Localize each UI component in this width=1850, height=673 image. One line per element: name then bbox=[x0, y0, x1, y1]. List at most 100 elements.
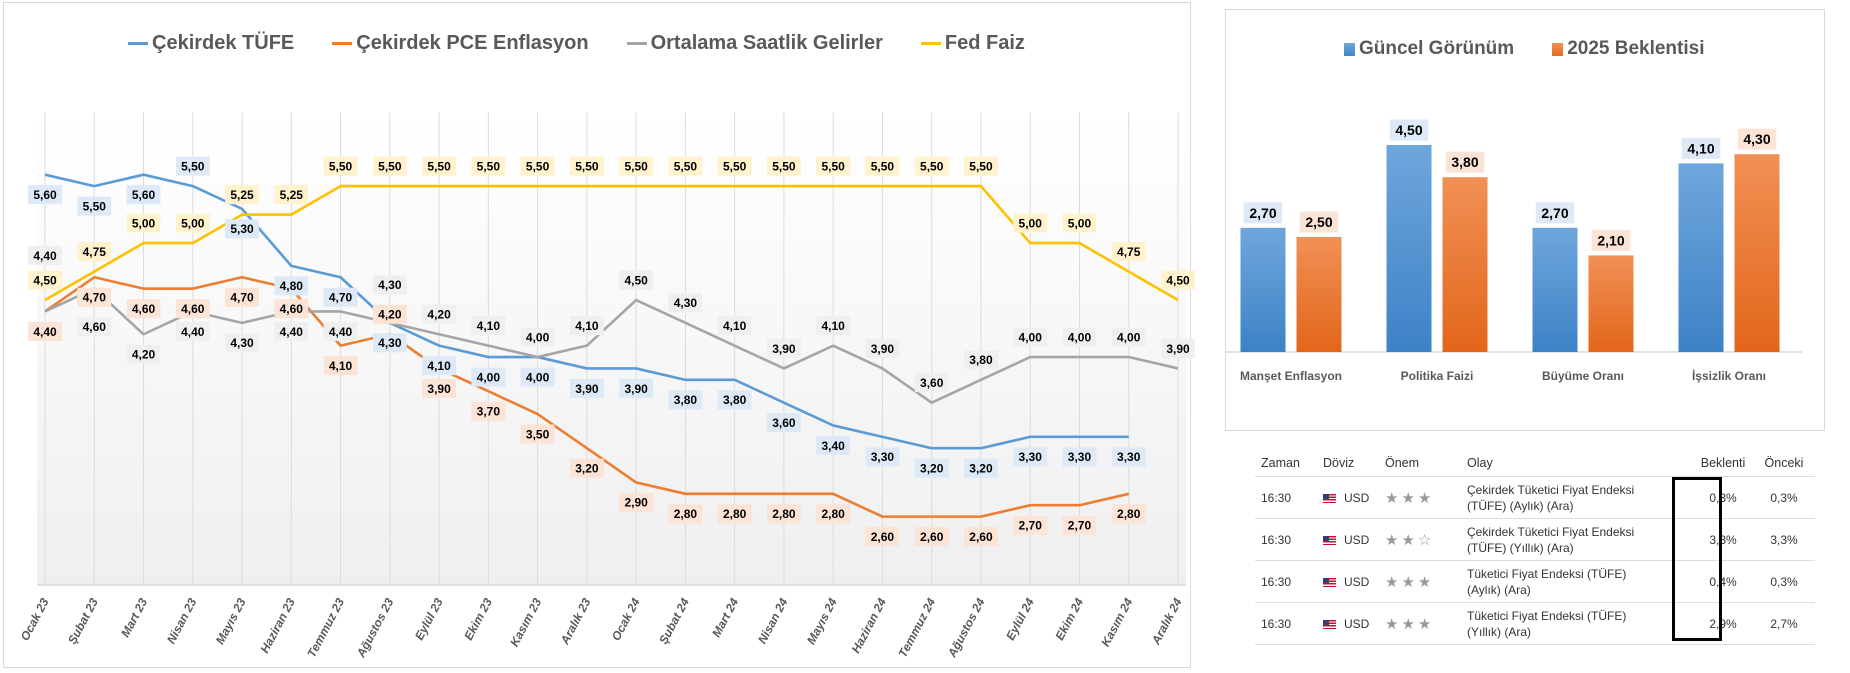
event-cell[interactable]: Tüketici Fiyat Endeksi (TÜFE) (Yıllık) (A… bbox=[1461, 602, 1693, 645]
data-label: 4,30 bbox=[378, 278, 402, 292]
data-label: 4,50 bbox=[1166, 273, 1190, 287]
legend-item-cekirdek-tufe: Çekirdek TÜFE bbox=[128, 32, 294, 55]
data-label-bg bbox=[816, 435, 851, 455]
data-label-bg bbox=[1013, 515, 1048, 535]
table-row[interactable]: 16:30 USD ★★☆ Çekirdek Tüketici Fiyat En… bbox=[1255, 518, 1815, 561]
importance-stars-icon: ★★★ bbox=[1385, 573, 1435, 591]
data-label: 4,40 bbox=[280, 325, 304, 339]
legend-swatch bbox=[626, 42, 647, 45]
event-line: Tüketici Fiyat Endeksi (TÜFE) bbox=[1467, 566, 1627, 581]
data-label-bg bbox=[225, 333, 259, 353]
data-label: 4,00 bbox=[526, 330, 550, 344]
data-label: 3,90 bbox=[575, 382, 599, 396]
data-label: 5,60 bbox=[33, 188, 57, 202]
data-label: 4,30 bbox=[674, 296, 698, 310]
data-label-bg bbox=[520, 367, 555, 387]
data-label-bg bbox=[569, 458, 604, 478]
currency-label: USD bbox=[1344, 490, 1370, 505]
data-label-bg bbox=[1062, 327, 1097, 347]
data-label-bg bbox=[865, 527, 900, 547]
event-cell[interactable]: Çekirdek Tüketici Fiyat Endeksi (TÜFE) (A… bbox=[1461, 476, 1693, 519]
data-label: 4,75 bbox=[1117, 245, 1141, 259]
legend-label: 2025 Beklentisi bbox=[1567, 38, 1705, 59]
forecast-cell: 0,3% bbox=[1693, 476, 1753, 519]
data-label-bg bbox=[225, 219, 259, 239]
x-tick-label: Mayıs 23 bbox=[213, 596, 249, 647]
data-label: 3,30 bbox=[871, 450, 895, 464]
data-label: 3,60 bbox=[772, 416, 796, 430]
data-label: 2,80 bbox=[821, 507, 845, 521]
importance-stars-icon: ★★☆ bbox=[1385, 531, 1435, 549]
data-label: 4,60 bbox=[181, 302, 205, 316]
data-label: 4,00 bbox=[477, 370, 501, 384]
data-label-bg bbox=[914, 527, 949, 547]
x-tick-label: Ağustos 24 bbox=[944, 596, 987, 661]
data-label: 4,10 bbox=[575, 319, 599, 333]
data-label-bg bbox=[1013, 327, 1048, 347]
data-label: 5,50 bbox=[674, 159, 698, 173]
data-label: 2,70 bbox=[1019, 519, 1043, 533]
data-label-bg bbox=[766, 413, 801, 433]
data-label: 5,50 bbox=[575, 159, 599, 173]
data-label-bg bbox=[766, 504, 801, 524]
data-label: 5,50 bbox=[920, 159, 944, 173]
data-label-bg bbox=[274, 299, 309, 319]
data-label: 4,40 bbox=[181, 325, 205, 339]
data-label: 2,80 bbox=[674, 507, 698, 521]
event-line: Çekirdek Tüketici Fiyat Endeksi bbox=[1467, 524, 1635, 539]
event-line: (TÜFE) (Aylık) (Ara) bbox=[1467, 498, 1574, 513]
data-label-bg bbox=[422, 156, 457, 176]
importance-cell: ★★★ bbox=[1379, 476, 1461, 519]
data-label: 2,70 bbox=[1068, 519, 1092, 533]
x-tick-label: Aralık 24 bbox=[1148, 596, 1184, 648]
data-label: 5,50 bbox=[624, 159, 648, 173]
x-tick-label: Nisan 24 bbox=[755, 596, 791, 646]
data-label-bg bbox=[914, 373, 949, 393]
data-label: 2,60 bbox=[871, 530, 895, 544]
data-label-bg bbox=[1111, 327, 1146, 347]
event-cell[interactable]: Çekirdek Tüketici Fiyat Endeksi (TÜFE) (Y… bbox=[1461, 518, 1693, 561]
us-flag-icon bbox=[1323, 535, 1336, 545]
data-label-bg bbox=[619, 156, 654, 176]
table-row[interactable]: 16:30 USD ★★★ Tüketici Fiyat Endeksi (TÜ… bbox=[1255, 560, 1815, 603]
x-tick-label: Ocak 24 bbox=[609, 596, 643, 644]
data-label-bg bbox=[28, 245, 62, 265]
us-flag-icon bbox=[1323, 619, 1336, 629]
data-label-bg bbox=[28, 185, 62, 205]
x-tick-label: Haziran 23 bbox=[257, 596, 298, 656]
data-label-bg bbox=[372, 333, 407, 353]
data-label-bg bbox=[619, 378, 654, 398]
currency-cell: USD bbox=[1317, 560, 1379, 603]
x-tick-label: Mart 23 bbox=[118, 596, 150, 640]
legend-label: Çekirdek TÜFE bbox=[152, 32, 295, 54]
data-label: 3,90 bbox=[427, 382, 451, 396]
data-label: 5,50 bbox=[871, 159, 895, 173]
legend-swatch bbox=[1344, 42, 1355, 56]
x-tick-label: Şubat 24 bbox=[656, 596, 692, 647]
x-tick-label: Ekim 24 bbox=[1052, 596, 1086, 643]
data-label-bg bbox=[1013, 447, 1048, 467]
event-cell[interactable]: Tüketici Fiyat Endeksi (TÜFE) (Aylık) (Ar… bbox=[1461, 560, 1693, 603]
data-label: 4,00 bbox=[1117, 330, 1141, 344]
table-row[interactable]: 16:30 USD ★★★ Tüketici Fiyat Endeksi (TÜ… bbox=[1255, 602, 1815, 645]
currency-label: USD bbox=[1344, 574, 1370, 589]
data-label: 5,25 bbox=[280, 188, 304, 202]
data-label-bg bbox=[964, 458, 998, 478]
data-label-bg bbox=[372, 275, 407, 295]
time-cell: 16:30 bbox=[1255, 602, 1317, 645]
data-label: 4,10 bbox=[329, 359, 353, 373]
x-tick-label: Haziran 24 bbox=[849, 596, 890, 656]
header-time: Zaman bbox=[1255, 450, 1317, 477]
data-label-bg bbox=[964, 156, 998, 176]
table-row[interactable]: 16:30 USD ★★★ Çekirdek Tüketici Fiyat En… bbox=[1255, 476, 1815, 519]
data-label-bg bbox=[422, 356, 457, 376]
data-label: 5,50 bbox=[821, 159, 845, 173]
data-label-bg bbox=[569, 156, 604, 176]
x-tick-label: Ekim 23 bbox=[461, 596, 495, 643]
importance-stars-icon: ★★★ bbox=[1385, 615, 1435, 633]
data-label-bg bbox=[471, 401, 506, 421]
data-label: 5,50 bbox=[83, 199, 107, 213]
currency-label: USD bbox=[1344, 532, 1370, 547]
series-line-2 bbox=[44, 287, 1179, 404]
data-label-bg bbox=[1161, 270, 1195, 290]
